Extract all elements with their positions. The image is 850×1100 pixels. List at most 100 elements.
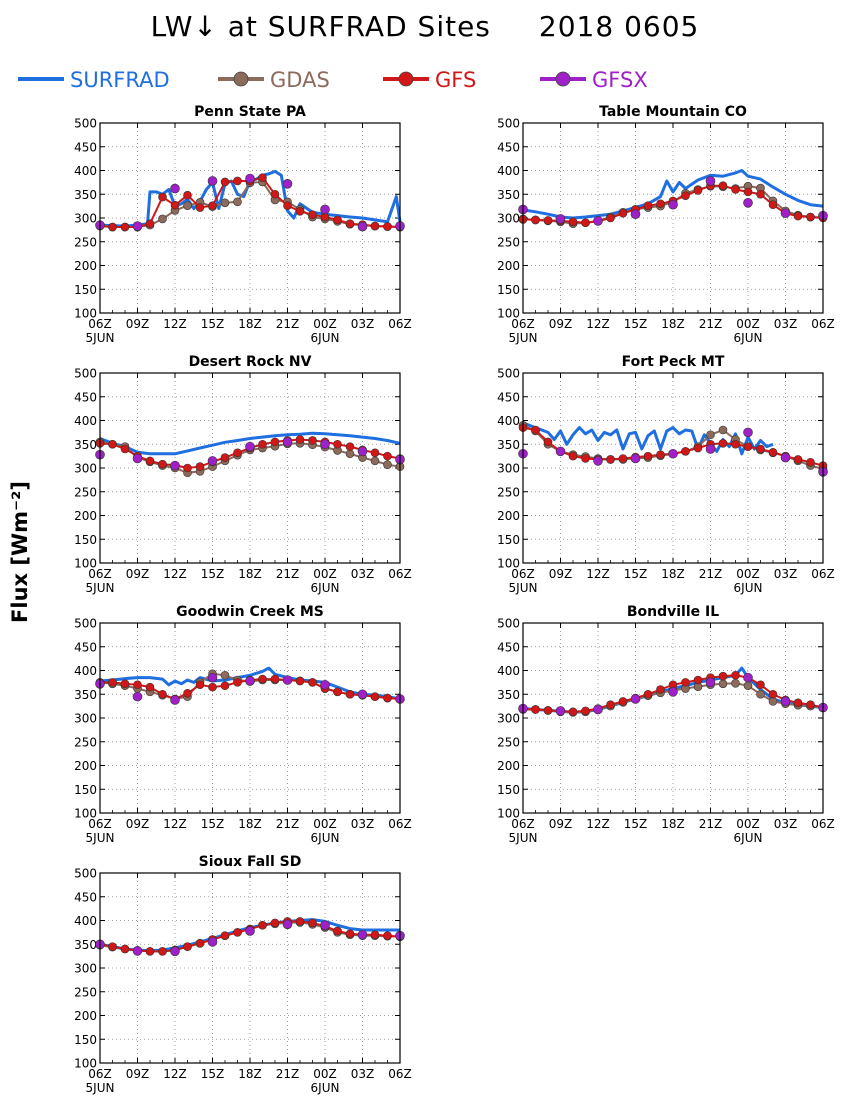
data-point-gfs bbox=[718, 671, 728, 681]
data-point-gfs bbox=[308, 436, 317, 445]
y-tick-label: 150 bbox=[74, 1033, 97, 1047]
legend-label-gdas: GDAS bbox=[270, 68, 330, 92]
data-point-gfs bbox=[108, 678, 117, 687]
y-tick-label: 150 bbox=[74, 283, 97, 297]
x-tick-label: 12Z bbox=[163, 1067, 187, 1081]
data-point-gfs bbox=[333, 926, 342, 936]
data-point-gfs bbox=[568, 217, 578, 227]
data-point-gfs bbox=[308, 210, 317, 219]
grid bbox=[100, 873, 400, 1063]
y-tick-label: 400 bbox=[497, 414, 520, 428]
data-point-gfsx bbox=[357, 689, 368, 700]
data-point-gfs bbox=[581, 706, 590, 716]
data-point-gfs bbox=[120, 222, 130, 232]
x-tick-label: 15Z bbox=[624, 817, 648, 831]
data-point-gfsx bbox=[170, 183, 180, 194]
data-point-gfs bbox=[756, 189, 765, 199]
y-tick-label: 350 bbox=[497, 688, 520, 702]
y-tick-label: 500 bbox=[497, 617, 520, 631]
y-tick-label: 250 bbox=[74, 235, 97, 249]
x-tick-label: 00Z bbox=[736, 567, 760, 581]
x-tick-label: 15Z bbox=[624, 317, 648, 331]
data-point-gfsx bbox=[207, 176, 218, 186]
x-tick-label: 18Z bbox=[238, 1067, 262, 1081]
data-point-gfs bbox=[531, 215, 540, 225]
data-point-gfsx bbox=[132, 691, 143, 702]
data-point-gfs bbox=[220, 453, 230, 462]
data-point-gfs bbox=[120, 679, 130, 689]
y-tick-label: 450 bbox=[74, 890, 97, 904]
plot-frame bbox=[522, 622, 824, 814]
data-point-gfsx bbox=[593, 216, 603, 226]
data-point-gfs bbox=[183, 689, 192, 698]
grid bbox=[100, 623, 400, 813]
data-point-gfs bbox=[681, 447, 690, 456]
title-text: LW↓ at SURFRAD Sites bbox=[150, 10, 491, 43]
y-tick-label: 200 bbox=[74, 759, 97, 773]
x-tick-label: 09Z bbox=[126, 817, 150, 831]
data-point-gfs bbox=[133, 680, 142, 690]
data-point-gfs bbox=[606, 213, 615, 223]
chart-title: Sioux Fall SD bbox=[199, 854, 302, 870]
data-point-gfs bbox=[743, 187, 753, 197]
x-tick-label: 12Z bbox=[586, 317, 610, 331]
data-point-gfsx bbox=[668, 199, 678, 210]
plot-frame bbox=[522, 122, 824, 314]
legend-marker-gfsx bbox=[555, 71, 571, 87]
data-point-gfs bbox=[731, 670, 740, 680]
data-point-gfsx bbox=[705, 444, 716, 454]
y-tick-label: 250 bbox=[74, 985, 97, 999]
data-point-gdas bbox=[706, 430, 715, 440]
data-point-gfs bbox=[183, 463, 192, 473]
chart-panel-penn-state-pa: Penn State PA 100 150 200 250 300 350 400 450 500… bbox=[74, 104, 412, 345]
series-gfsx bbox=[518, 176, 828, 226]
y-axis-label-wrap: Flux [Wm⁻²] bbox=[0, 0, 40, 1100]
chart-panel-bondville-il: Bondville IL 100 150 200 250 300 350 400 450 500 0… bbox=[497, 604, 835, 845]
data-point-gfs bbox=[743, 442, 753, 451]
x-tick-label: 12Z bbox=[586, 817, 610, 831]
data-point-gfs bbox=[793, 698, 803, 708]
data-point-gfs bbox=[258, 439, 267, 449]
y-tick-label: 400 bbox=[74, 914, 97, 928]
data-point-gfs bbox=[333, 687, 342, 697]
data-point-gfs bbox=[295, 207, 305, 216]
plot-frame bbox=[522, 372, 824, 564]
data-point-gfsx bbox=[630, 209, 641, 219]
y-tick-label: 300 bbox=[497, 712, 520, 726]
data-point-gfs bbox=[656, 450, 665, 459]
data-point-gfs bbox=[656, 685, 665, 694]
x-tick-label: 00Z bbox=[313, 817, 337, 831]
data-point-gfs bbox=[233, 176, 242, 186]
data-point-gfs bbox=[220, 177, 230, 187]
data-point-gfs bbox=[768, 448, 778, 457]
chart-title: Penn State PA bbox=[194, 104, 306, 120]
data-point-gfsx bbox=[780, 452, 791, 463]
x-tick-label: 00Z bbox=[736, 317, 760, 331]
y-tick-label: 250 bbox=[497, 235, 520, 249]
data-point-gfs bbox=[195, 939, 205, 948]
y-tick-label: 150 bbox=[497, 783, 520, 797]
y-tick-label: 200 bbox=[497, 509, 520, 523]
series-surfrad bbox=[99, 169, 402, 228]
y-tick-label: 500 bbox=[74, 617, 97, 631]
title-date: 2018 0605 bbox=[538, 10, 700, 43]
data-point-gfsx bbox=[170, 946, 180, 957]
y-tick-label: 400 bbox=[497, 664, 520, 678]
data-point-gfs bbox=[531, 705, 540, 714]
y-tick-label: 100 bbox=[497, 307, 520, 321]
data-point-gfs bbox=[270, 189, 280, 199]
y-tick-label: 400 bbox=[74, 164, 97, 178]
data-point-gfs bbox=[370, 221, 380, 231]
x-tick-label: 21Z bbox=[276, 317, 300, 331]
data-point-gfs bbox=[643, 201, 653, 210]
data-point-gfs bbox=[295, 917, 305, 926]
data-point-gfsx bbox=[320, 920, 330, 931]
y-tick-label: 200 bbox=[74, 509, 97, 523]
x-tick-label: 00Z bbox=[313, 567, 337, 581]
data-point-gfsx bbox=[320, 204, 330, 215]
x-tick-label: 18Z bbox=[238, 567, 262, 581]
data-point-gfs bbox=[145, 682, 155, 692]
x-tick-label: 09Z bbox=[126, 567, 150, 581]
data-point-gfs bbox=[568, 707, 578, 717]
x-date-label: 5JUN bbox=[509, 831, 538, 845]
